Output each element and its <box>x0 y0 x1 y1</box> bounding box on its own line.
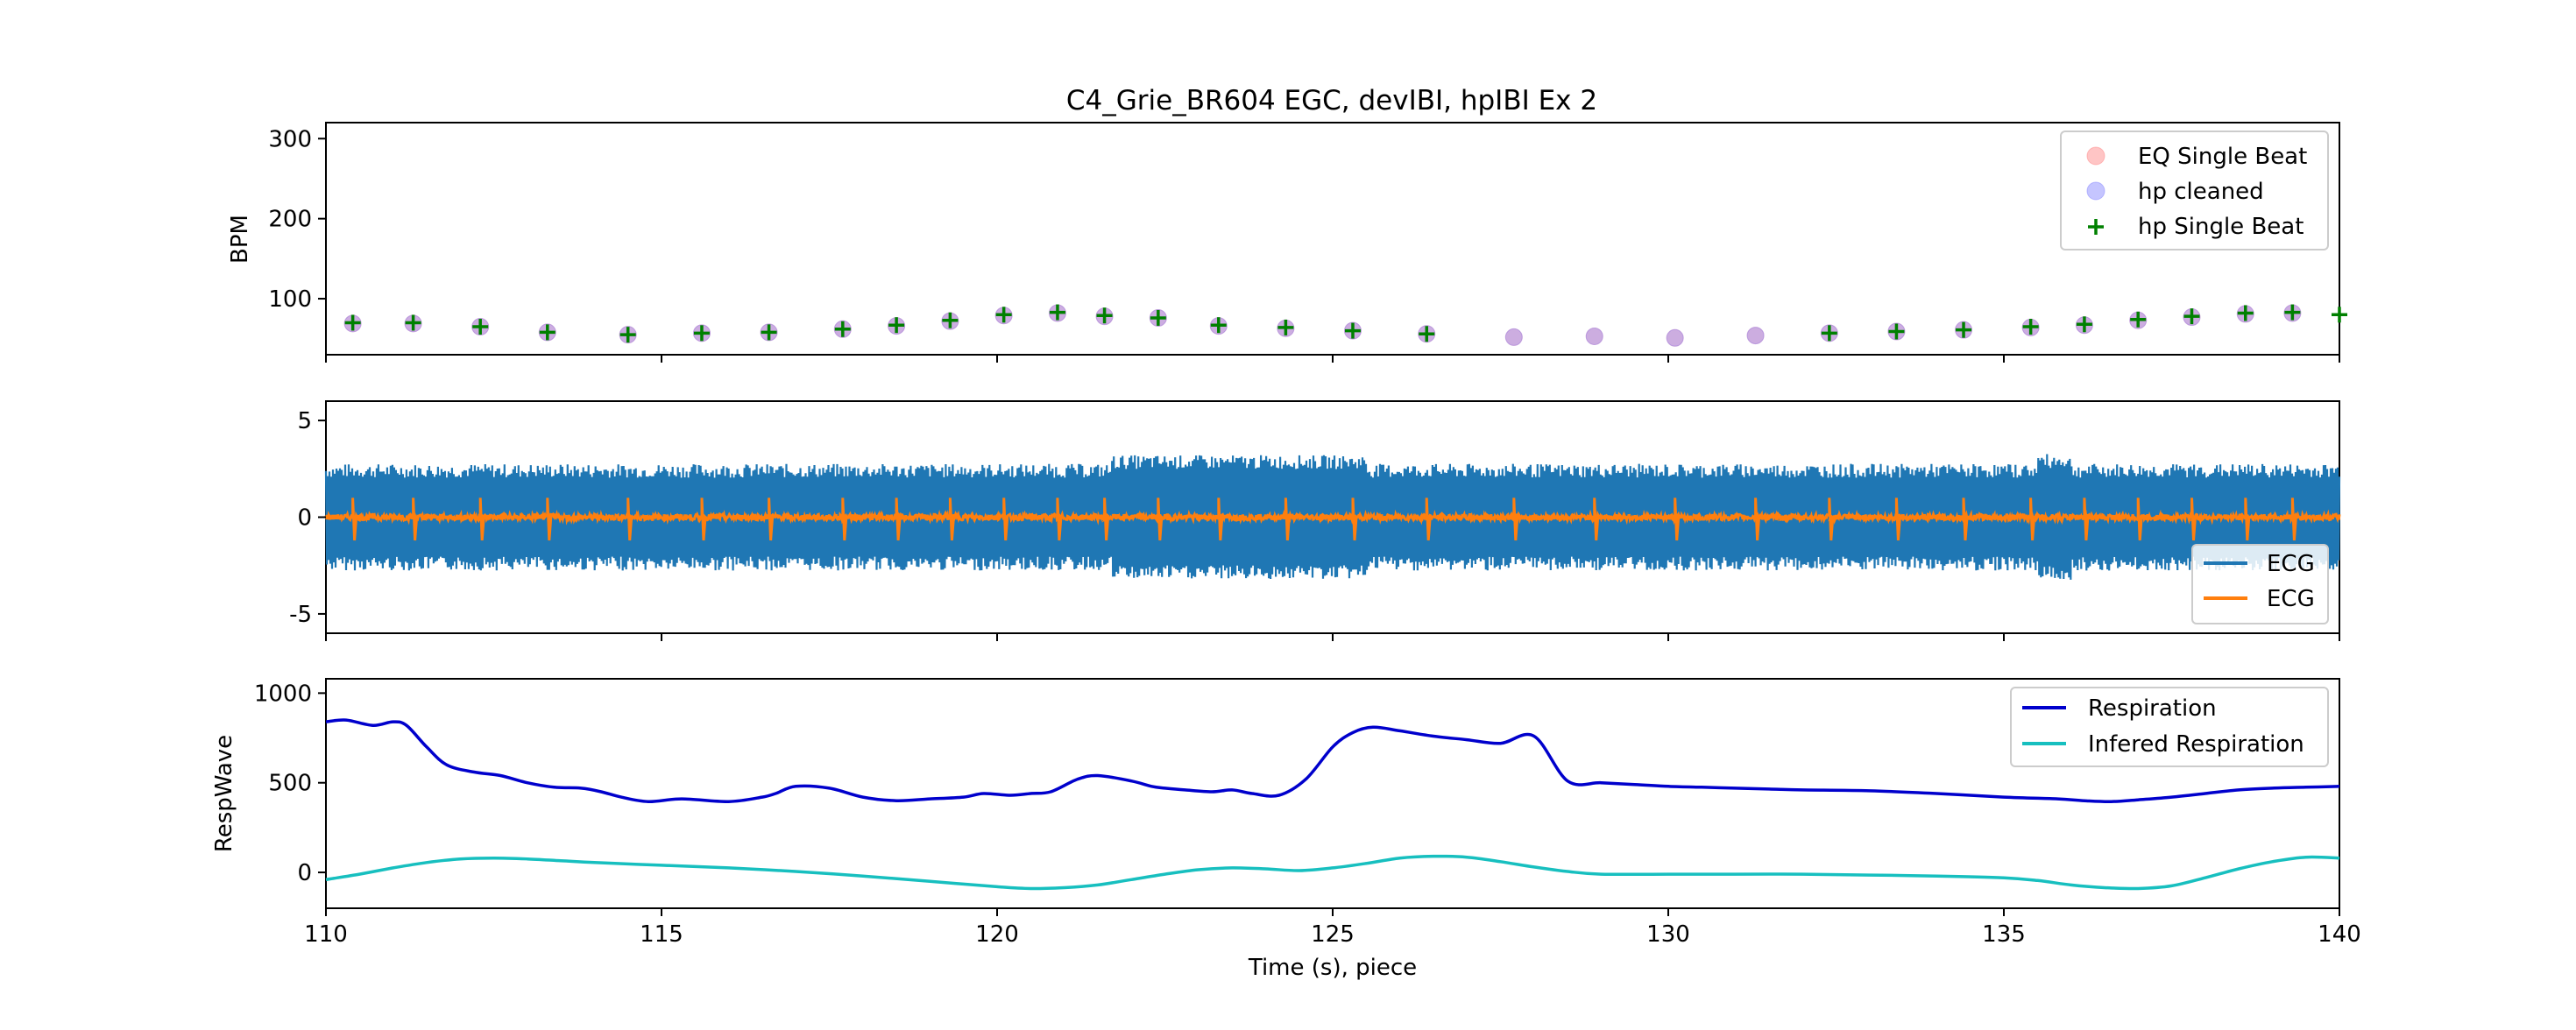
bpm-point-hp-single-beat <box>1344 322 1361 339</box>
bpm-point-hp-single-beat <box>2022 319 2039 335</box>
respiration-y-label: RespWave <box>211 735 237 852</box>
bpm-point-hp-single-beat <box>693 325 710 342</box>
bpm-point-hp-cleaned <box>1666 328 1684 347</box>
legend-marker-hp-single-beat <box>2088 219 2104 235</box>
bpm-point-eq-single-beat <box>1504 328 1523 346</box>
bpm-y-ticks: 100 200 300 <box>268 126 326 313</box>
bpm-point-hp-single-beat <box>942 312 959 328</box>
y-tick-label: 300 <box>268 126 312 152</box>
bpm-legend-box <box>2060 131 2329 250</box>
legend-label-hp-cleaned: hp cleaned <box>2138 179 2264 205</box>
bpm-point-eq-single-beat <box>1666 328 1684 347</box>
ecg-legend: ECG ECG <box>2191 544 2329 624</box>
bpm-point-eq-single-beat <box>1585 327 1603 345</box>
bpm-point-hp-single-beat <box>619 327 636 343</box>
bpm-point-hp-single-beat <box>344 314 361 331</box>
bpm-point-hp-single-beat <box>888 317 905 334</box>
legend-label-hp-single-beat: hp Single Beat <box>2138 214 2304 240</box>
y-tick-label: -5 <box>289 602 312 628</box>
ecg-panel: -5 0 5 ECG ECG <box>289 400 2341 641</box>
y-tick-label: 5 <box>297 408 312 434</box>
legend-label-inferred-respiration: Infered Respiration <box>2088 731 2304 758</box>
bpm-markers <box>343 304 2347 347</box>
x-tick-label: 115 <box>640 921 683 948</box>
bpm-point-hp-single-beat <box>834 321 851 337</box>
bpm-point-hp-single-beat <box>405 314 421 331</box>
bpm-point-hp-single-beat <box>2237 305 2254 321</box>
ecg-series-line-2 <box>324 497 2341 541</box>
bpm-point-hp-single-beat <box>995 307 1012 323</box>
bpm-point-hp-single-beat <box>2130 311 2147 328</box>
bpm-point-hp-single-beat <box>1419 326 1435 342</box>
bpm-point-eq-single-beat <box>1746 327 1765 345</box>
x-tick-label: 125 <box>1311 921 1355 948</box>
bpm-point-hp-single-beat <box>2284 304 2301 321</box>
ecg-y-ticks: -5 0 5 <box>289 408 326 628</box>
legend-label-ecg-2: ECG <box>2267 586 2315 612</box>
chart-title: C4_Grie_BR604 EGC, devIBI, hpIBI Ex 2 <box>1066 85 1597 116</box>
legend-label-ecg-1: ECG <box>2267 551 2315 577</box>
respiration-legend: Respiration Infered Respiration <box>2010 687 2329 767</box>
ecg-series-line-1 <box>324 454 2341 580</box>
bpm-point-hp-single-beat <box>1049 304 1065 321</box>
bpm-marker-group <box>343 304 2347 347</box>
legend-marker-eq-single-beat <box>2086 146 2105 166</box>
bpm-point-hp-cleaned <box>1504 328 1523 346</box>
bpm-x-ticks <box>325 355 2340 363</box>
x-tick-label: 135 <box>1982 921 2026 948</box>
y-tick-label: 500 <box>268 771 312 797</box>
bpm-point-hp-single-beat <box>1096 307 1113 324</box>
y-tick-label: 0 <box>297 860 312 886</box>
bpm-point-hp-cleaned <box>1746 327 1765 345</box>
bpm-point-hp-single-beat <box>2183 308 2200 325</box>
bpm-point-hp-single-beat <box>1210 317 1227 334</box>
x-axis-label: Time (s), piece <box>1248 955 1417 981</box>
respiration-legend-box <box>2010 687 2329 767</box>
bpm-point-hp-single-beat <box>2332 307 2347 323</box>
bpm-point-hp-single-beat <box>2076 316 2092 333</box>
bpm-point-hp-single-beat <box>1821 325 1837 342</box>
respiration-y-ticks: 0 500 1000 <box>254 681 326 886</box>
x-tick-label: 130 <box>1646 921 1690 948</box>
ecg-x-ticks <box>325 633 2340 641</box>
bpm-point-hp-single-beat <box>761 324 777 341</box>
bpm-point-hp-single-beat <box>472 319 489 335</box>
bpm-point-hp-single-beat <box>1277 319 1294 335</box>
legend-label-eq-single-beat: EQ Single Beat <box>2138 144 2307 170</box>
y-tick-label: 200 <box>268 207 312 233</box>
x-tick-label: 120 <box>975 921 1019 948</box>
respiration-x-ticks: 110 115 120 125 130 135 140 <box>304 908 2361 948</box>
y-tick-label: 1000 <box>254 681 312 707</box>
respiration-line <box>325 718 2340 803</box>
bpm-point-hp-single-beat <box>539 324 556 341</box>
bpm-legend: EQ Single Beat hp cleaned hp Single Beat <box>2060 131 2329 250</box>
inferred-respiration-line <box>325 854 2340 891</box>
bpm-point-hp-single-beat <box>1888 323 1905 340</box>
bpm-point-hp-cleaned <box>1585 327 1603 345</box>
y-tick-label: 100 <box>268 286 312 313</box>
legend-label-respiration: Respiration <box>2088 695 2217 722</box>
bpm-y-label: BPM <box>227 215 253 264</box>
legend-marker-hp-cleaned <box>2086 181 2105 201</box>
y-tick-label: 0 <box>297 505 312 532</box>
bpm-point-hp-single-beat <box>1150 309 1166 326</box>
bpm-panel: 100 200 300 BPM EQ Single Beat hp cleaned … <box>227 122 2347 363</box>
bpm-point-hp-single-beat <box>1956 321 1972 338</box>
x-tick-label: 140 <box>2318 921 2361 948</box>
x-tick-label: 110 <box>304 921 348 948</box>
